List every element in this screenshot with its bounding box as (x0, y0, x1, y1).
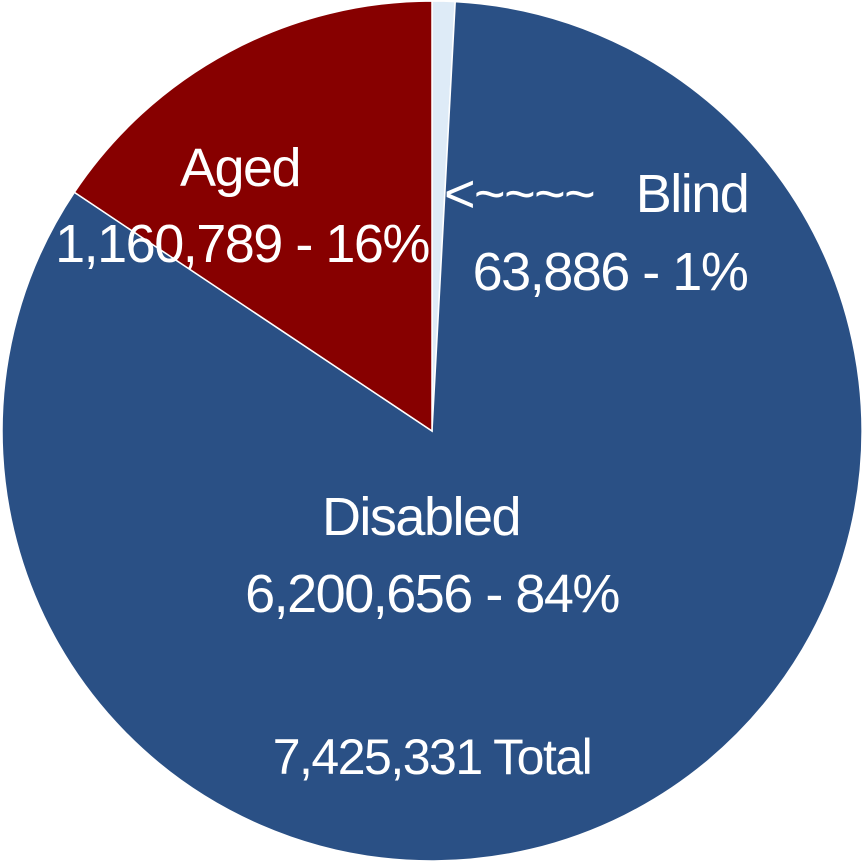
total-label: 7,425,331 Total (273, 729, 592, 785)
blind-value-label: 63,886 - 1% (473, 242, 748, 302)
pie-slice-aged (73, 0, 433, 433)
aged-value-label: 1,160,789 - 16% (55, 214, 429, 274)
blind-label: Blind (636, 164, 749, 224)
aged-label: Aged (180, 138, 300, 198)
blind-pointer: <~~~~ (444, 164, 594, 224)
disabled-label: Disabled (322, 487, 520, 547)
disabled-value-label: 6,200,656 - 84% (245, 564, 619, 624)
